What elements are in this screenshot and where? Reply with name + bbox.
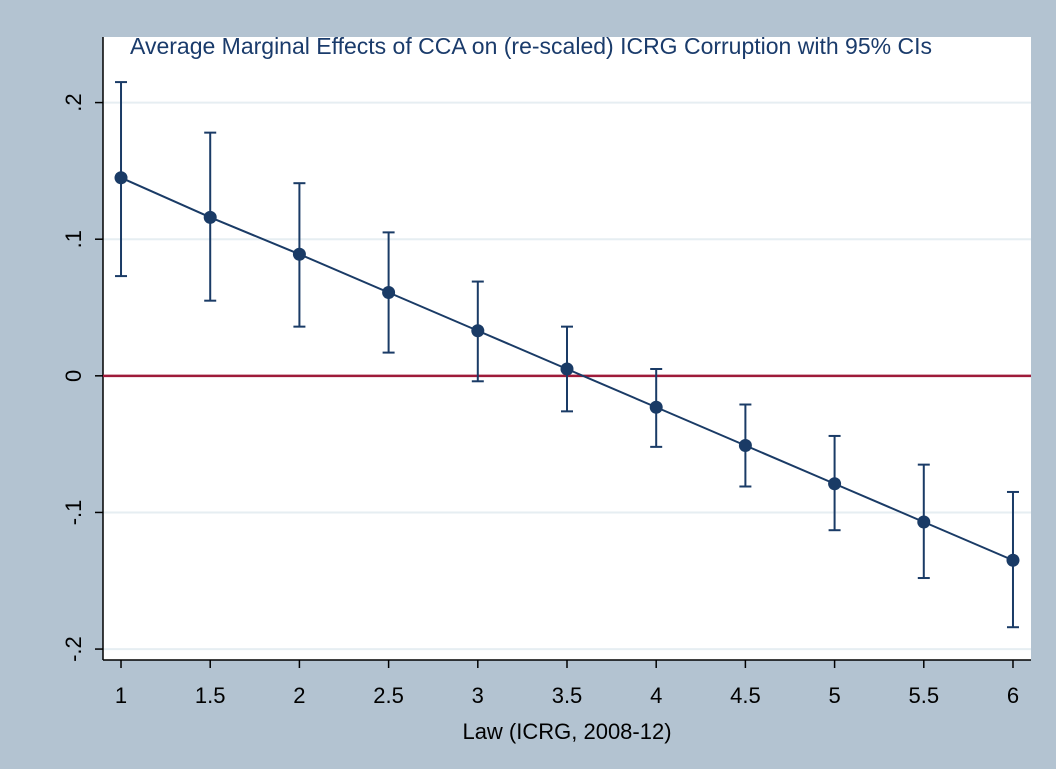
point <box>114 171 128 185</box>
x-axis-title: Law (ICRG, 2008-12) <box>462 719 671 744</box>
x-tick-label: 1 <box>115 683 127 708</box>
x-tick-label: 1.5 <box>195 683 226 708</box>
y-tick-label: 0 <box>61 370 86 382</box>
point <box>203 210 217 224</box>
point <box>738 439 752 453</box>
point <box>649 400 663 414</box>
point <box>917 515 931 529</box>
point <box>471 324 485 338</box>
y-tick-label: -.1 <box>61 500 86 526</box>
y-tick-label: .2 <box>61 93 86 111</box>
x-tick-label: 5.5 <box>908 683 939 708</box>
x-tick-label: 2.5 <box>373 683 404 708</box>
point <box>292 247 306 261</box>
chart-title: Average Marginal Effects of CCA on (re-s… <box>130 33 932 59</box>
point <box>560 362 574 376</box>
x-tick-label: 4.5 <box>730 683 761 708</box>
point <box>1006 553 1020 567</box>
x-tick-label: 2 <box>293 683 305 708</box>
y-tick-label: -.2 <box>61 636 86 662</box>
x-tick-label: 6 <box>1007 683 1019 708</box>
x-tick-label: 4 <box>650 683 662 708</box>
point <box>382 285 396 299</box>
x-tick-label: 3 <box>472 683 484 708</box>
x-tick-label: 3.5 <box>552 683 583 708</box>
point <box>828 477 842 491</box>
x-tick-label: 5 <box>828 683 840 708</box>
y-tick-label: .1 <box>61 230 86 248</box>
